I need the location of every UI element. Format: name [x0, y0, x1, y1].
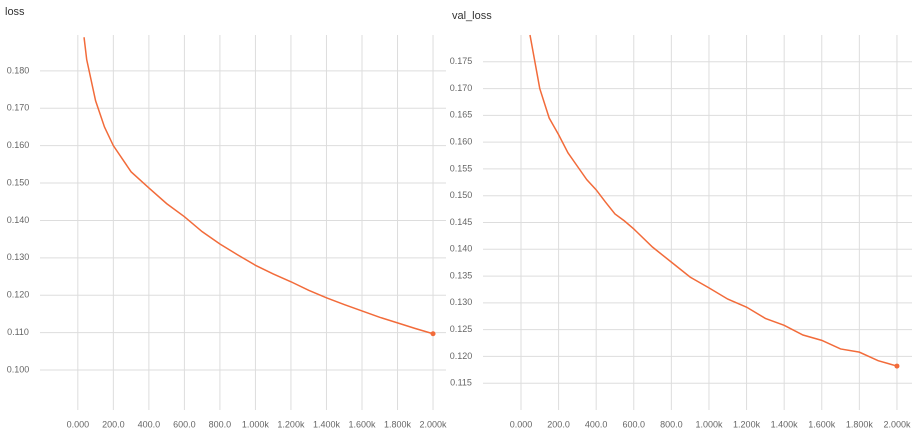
chart-title: val_loss [452, 10, 492, 22]
x-tick-label: 200.0 [547, 419, 570, 429]
x-tick-label: 1.800k [384, 419, 412, 429]
y-tick-label: 0.125 [450, 324, 473, 334]
series-line [83, 37, 434, 335]
x-tick-label: 1.200k [277, 419, 305, 429]
x-tick-label: 800.0 [660, 419, 683, 429]
x-tick-label: 2.000k [883, 419, 911, 429]
x-tick-label: 0.000 [510, 419, 533, 429]
x-tick-label: 1.400k [771, 419, 799, 429]
y-tick-label: 0.170 [7, 103, 30, 113]
y-tick-label: 0.150 [450, 190, 473, 200]
y-tick-label: 0.165 [450, 110, 473, 120]
y-tick-label: 0.115 [450, 378, 472, 388]
y-tick-label: 0.150 [7, 177, 30, 187]
y-tick-label: 0.140 [7, 215, 30, 225]
end-point [430, 331, 436, 337]
x-tick-label: 1.600k [808, 419, 836, 429]
x-tick-label: 0.000 [67, 419, 90, 429]
y-tick-label: 0.140 [450, 244, 473, 254]
x-tick-label: 1.600k [348, 419, 376, 429]
x-tick-label: 600.0 [623, 419, 646, 429]
x-tick-label: 1.800k [846, 419, 874, 429]
x-tick-label: 1.000k [242, 419, 270, 429]
y-tick-label: 0.130 [7, 252, 30, 262]
y-tick-label: 0.180 [7, 65, 30, 75]
y-tick-label: 0.130 [450, 297, 473, 307]
y-tick-label: 0.175 [450, 56, 473, 66]
y-tick-label: 0.110 [7, 327, 29, 337]
x-tick-label: 2.000k [420, 419, 448, 429]
y-tick-label: 0.160 [7, 140, 30, 150]
chart-title: loss [5, 6, 25, 18]
end-point [894, 363, 900, 369]
y-tick-label: 0.120 [450, 351, 473, 361]
y-tick-label: 0.120 [7, 290, 30, 300]
y-tick-label: 0.145 [450, 217, 473, 227]
x-tick-label: 1.400k [313, 419, 341, 429]
series-line [529, 34, 898, 367]
x-tick-label: 800.0 [209, 419, 232, 429]
x-tick-label: 600.0 [173, 419, 196, 429]
x-tick-label: 1.200k [733, 419, 761, 429]
y-tick-label: 0.155 [450, 163, 473, 173]
y-tick-label: 0.160 [450, 137, 473, 147]
x-tick-label: 400.0 [585, 419, 608, 429]
x-tick-label: 400.0 [138, 419, 161, 429]
x-tick-label: 1.000k [695, 419, 723, 429]
x-tick-label: 200.0 [102, 419, 125, 429]
y-tick-label: 0.170 [450, 83, 473, 93]
y-tick-label: 0.100 [7, 364, 30, 374]
y-tick-label: 0.135 [450, 270, 473, 280]
